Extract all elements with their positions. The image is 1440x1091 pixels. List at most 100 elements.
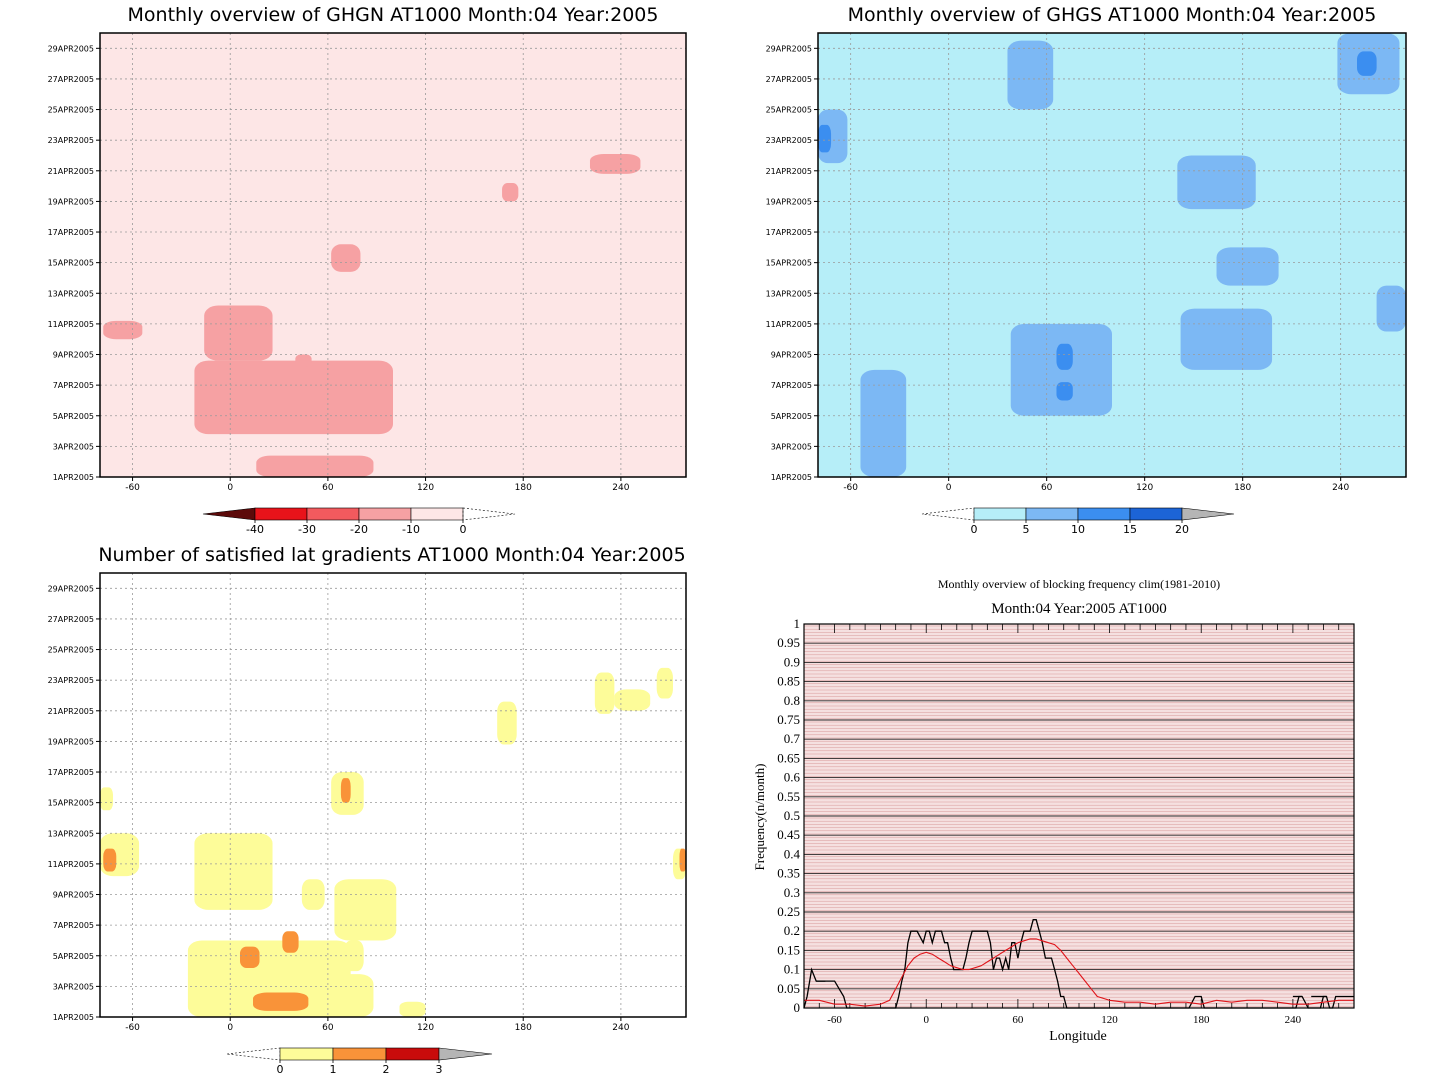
y-tick-label: 25APR2005 [766,106,812,115]
contour-region-7 [589,153,641,174]
contour-region-19 [253,992,309,1011]
x-tick-label: -60 [827,1014,842,1026]
contour-region-3 [1180,308,1273,370]
y-tick-label: 0.35 [777,866,800,881]
contour-region-12 [656,667,673,699]
colorbar-swatch-2 [1077,507,1131,521]
contour-region-1 [860,369,907,477]
blocking-frequency-ylabel: Frequency(n/month) [752,764,767,871]
y-tick-label: 25APR2005 [48,106,94,115]
y-tick-label: 0.65 [777,750,800,765]
y-tick-label: 0.2 [784,923,800,938]
ghgs-heatmap-panel: Monthly overview of GHGS AT1000 Month:04… [766,4,1407,536]
y-tick-label: 7APR2005 [53,921,94,930]
y-tick-label: 11APR2005 [48,320,94,329]
y-tick-label: 9APR2005 [53,351,94,360]
contour-region-14 [344,940,364,972]
colorbar-label: 5 [1023,523,1030,536]
y-tick-label: 3APR2005 [53,982,94,991]
y-tick-label: 15APR2005 [48,259,94,268]
y-tick-label: 0.55 [777,789,800,804]
colorbar-swatch-0 [973,507,1027,521]
heatmap-regions [818,33,1406,477]
x-tick-label: 180 [515,1023,532,1033]
colorbar-swatch-4 [410,507,464,521]
y-tick-label: 29APR2005 [48,44,94,53]
contour-region-4 [334,879,397,941]
x-tick-label: 60 [322,483,334,493]
y-tick-label: 0.05 [777,981,800,996]
y-tick-label: 11APR2005 [766,320,812,329]
blocking-frequency-title: Monthly overview of blocking frequency c… [938,577,1220,591]
contour-region-1 [204,305,273,361]
y-tick-label: 0.9 [784,654,800,669]
plot-frame [817,32,1407,478]
colorbar-label: 1 [330,1063,337,1076]
x-tick-label: 180 [1234,483,1251,493]
colorbar-open-triangle [462,507,516,521]
y-tick-label: 0.8 [784,693,800,708]
contour-region-5 [331,244,361,272]
contour-region-3 [256,455,374,477]
y-tick-label: 0.4 [784,846,801,861]
contour-region-13 [818,124,832,153]
y-tick-label: 0.1 [784,962,800,977]
colorbar-label: -20 [350,523,368,536]
contour-region-6 [502,183,519,202]
colorbar-open-triangle [921,507,975,521]
contour-region-10 [1056,343,1073,370]
y-tick-label: 1APR2005 [771,473,812,482]
y-tick-label: 3APR2005 [771,442,812,451]
y-tick-label: 27APR2005 [766,75,812,84]
x-tick-label: 120 [417,483,434,493]
x-tick-label: -60 [125,1023,140,1033]
x-tick-label: 0 [227,483,233,493]
ghgn-heatmap-panel: Monthly overview of GHGN AT1000 Month:04… [48,4,687,536]
colorbar-swatch-2 [385,1047,440,1061]
y-tick-label: 27APR2005 [48,615,94,624]
y-tick-label: 29APR2005 [48,584,94,593]
y-tick-label: 7APR2005 [53,381,94,390]
contour-region-11 [1056,382,1073,401]
y-tick-label: 29APR2005 [766,44,812,53]
contour-region-17 [239,946,260,969]
y-tick-label: 5APR2005 [53,412,94,421]
y-tick-label: 19APR2005 [48,197,94,206]
y-tick-label: 17APR2005 [766,228,812,237]
colorbar-label: -10 [402,523,420,536]
colorbar-label: 0 [460,523,467,536]
x-tick-label: 60 [1012,1014,1024,1026]
y-tick-label: 1APR2005 [53,473,94,482]
y-tick-label: 5APR2005 [53,952,94,961]
y-tick-label: 0.85 [777,674,800,689]
colorbar-swatch-2 [306,507,360,521]
contour-region-11 [614,689,651,711]
y-tick-label: 21APR2005 [48,167,94,176]
colorbar-label: 0 [971,523,978,536]
colorbar-label: 3 [436,1063,443,1076]
y-tick-label: 27APR2005 [48,75,94,84]
y-tick-label: 13APR2005 [766,289,812,298]
y-tick-label: 21APR2005 [766,167,812,176]
climatology-line [804,938,1354,1007]
y-tick-label: 17APR2005 [48,768,94,777]
contour-region-5 [1007,40,1054,110]
contour-region-20 [679,848,686,872]
colorbar-label: 2 [383,1063,390,1076]
contour-region-15 [103,848,117,872]
y-tick-label: 0.6 [784,770,801,785]
y-tick-label: 23APR2005 [48,676,94,685]
y-tick-label: 0.45 [777,827,800,842]
x-tick-label: 60 [1041,483,1053,493]
colorbar-swatch-1 [254,507,308,521]
colorbar-swatch-1 [1025,507,1079,521]
x-tick-label: 240 [612,483,629,493]
colorbar-end-triangle [1181,507,1235,521]
y-tick-label: 19APR2005 [48,737,94,746]
y-tick-label: 0.15 [777,942,800,957]
x-tick-label: 0 [923,1014,929,1026]
y-tick-label: 13APR2005 [48,289,94,298]
y-tick-label: 21APR2005 [48,707,94,716]
y-tick-label: 17APR2005 [48,228,94,237]
